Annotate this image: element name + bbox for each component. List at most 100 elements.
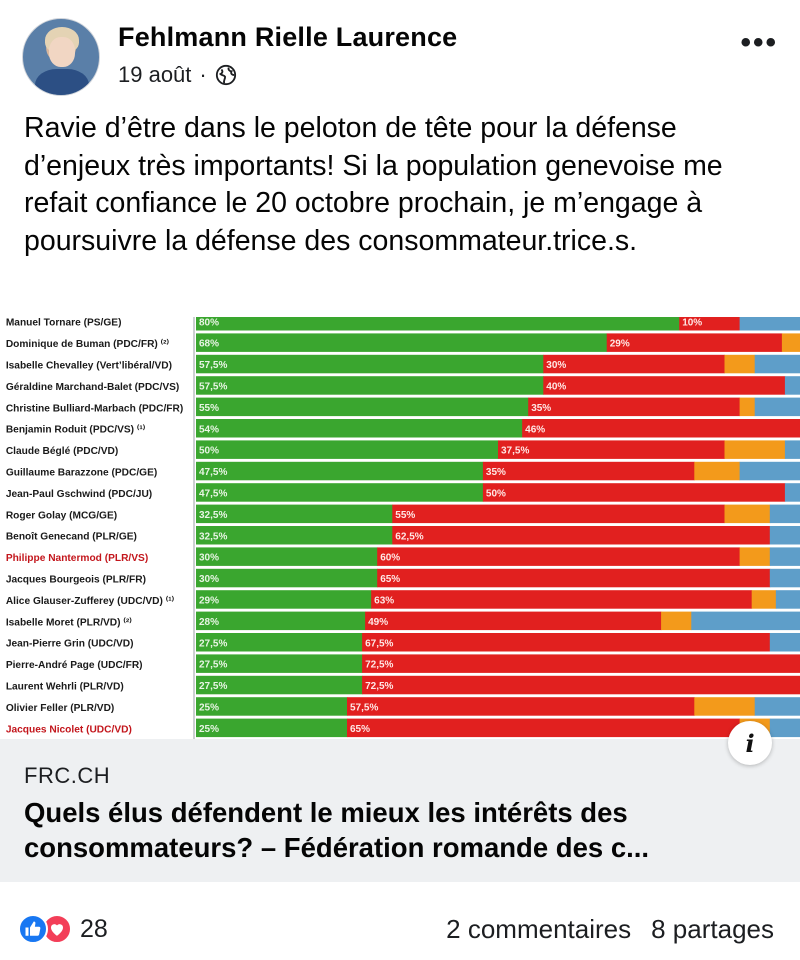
- chart-bar-segment: [769, 568, 800, 588]
- chart-bar-segment: [377, 568, 771, 588]
- chart-data-label: 65%: [380, 574, 400, 585]
- chart-bar-segment: [196, 483, 484, 502]
- link-preview-card[interactable]: Manuel Tornare (PS/GE) 80% 10% Dominique de…: [0, 317, 800, 882]
- chart-data-label: 35%: [486, 467, 506, 478]
- chart-bar-segment: [196, 397, 529, 417]
- chart-data-label: 80%: [199, 317, 219, 328]
- post-text: Ravie d’être dans le peloton de tête pou…: [24, 112, 723, 257]
- chart-data-label: 29%: [610, 339, 630, 350]
- chart-data-label: 72,5%: [365, 681, 393, 692]
- chart-bar-segment: [751, 590, 777, 609]
- like-reaction-icon: [18, 914, 48, 944]
- chart-row-name: Jean-Pierre Grin (UDC/VD): [6, 639, 134, 650]
- chart-bar-segment: [739, 547, 771, 566]
- chart-data-label: 27,5%: [199, 681, 227, 692]
- chart-data-label: 40%: [546, 381, 566, 392]
- stacked-bar-chart: Manuel Tornare (PS/GE) 80% 10% Dominique de…: [0, 317, 800, 739]
- more-dots-icon[interactable]: •••: [740, 26, 778, 59]
- chart-data-label: 54%: [199, 424, 219, 435]
- chart-data-label: 46%: [525, 424, 545, 435]
- chart-bar-segment: [694, 461, 741, 481]
- chart-bar-segment: [528, 397, 741, 417]
- chart-bar-segment: [775, 590, 800, 609]
- chart-row-name: Isabelle Moret (PLR/VD) ⁽²⁾: [6, 617, 132, 628]
- chart-bar-segment: [196, 547, 378, 566]
- chart-bar-segment: [362, 654, 800, 673]
- love-reaction-icon: [42, 914, 72, 944]
- shares-count[interactable]: 8 partages: [651, 914, 774, 944]
- chart-bar-segment: [784, 376, 800, 395]
- chart-bar-segment: [769, 547, 800, 566]
- avatar[interactable]: [22, 18, 100, 96]
- info-icon[interactable]: i: [728, 721, 772, 765]
- chart-bar-segment: [769, 526, 800, 545]
- chart-bar-segment: [347, 697, 695, 716]
- chart-row-name: Isabelle Chevalley (Vert’libéral/VD): [6, 360, 172, 371]
- chart-bar-segment: [724, 354, 756, 374]
- chart-bar-segment: [482, 483, 786, 502]
- chart-row-name: Jacques Bourgeois (PLR/FR): [6, 574, 146, 585]
- chart-bar-segment: [365, 611, 662, 631]
- chart-bar-segment: [196, 526, 393, 545]
- chart-bar-segment: [739, 461, 800, 481]
- chart-row-name: Benoît Genecand (PLR/GE): [6, 532, 137, 543]
- reaction-count[interactable]: 28: [80, 914, 108, 943]
- chart-row-name: Manuel Tornare (PS/GE): [6, 318, 122, 329]
- post-date[interactable]: 19 août: [118, 62, 192, 87]
- chart-data-label: 27,5%: [199, 638, 227, 649]
- chart-bar-segment: [691, 611, 800, 631]
- chart-row-name: Pierre-André Page (UDC/FR): [6, 660, 143, 671]
- chart-bar-segment: [724, 504, 771, 524]
- chart-bar-segment: [739, 317, 800, 331]
- chart-data-label: 30%: [546, 360, 566, 371]
- chart-bar-segment: [196, 633, 363, 652]
- chart-bar-segment: [196, 440, 499, 459]
- chart-bar-segment: [196, 697, 348, 716]
- chart-bar-segment: [196, 419, 523, 438]
- chart-data-label: 10%: [682, 317, 702, 328]
- chart-data-label: 32,5%: [199, 510, 227, 521]
- chart-row-name: Jean-Paul Gschwind (PDC/JU): [6, 489, 152, 500]
- chart-data-label: 49%: [368, 617, 388, 628]
- comments-count[interactable]: 2 commentaires: [446, 914, 632, 944]
- chart-bar-segment: [196, 376, 544, 395]
- chart-data-label: 65%: [350, 724, 370, 735]
- chart-bar-segment: [196, 654, 363, 673]
- chart-bar-segment: [543, 354, 725, 374]
- chart-data-label: 57,5%: [350, 702, 378, 713]
- chart-bar-segment: [661, 611, 692, 631]
- chart-bar-segment: [781, 333, 800, 352]
- reactions-summary[interactable]: 28: [18, 914, 108, 944]
- chart-bar-segment: [769, 633, 800, 652]
- chart-bar-segment: [754, 397, 800, 417]
- post-meta: 19 août ·: [118, 62, 237, 88]
- chart-data-label: 67,5%: [365, 638, 393, 649]
- chart-row-name: Benjamin Roduit (PDC/VS) ⁽¹⁾: [6, 424, 146, 436]
- chart-data-label: 60%: [380, 553, 400, 564]
- chart-data-label: 32,5%: [199, 531, 227, 542]
- link-title[interactable]: Quels élus défendent le mieux les intérê…: [24, 797, 650, 863]
- chart-bar-segment: [694, 697, 756, 716]
- chart-data-label: 37,5%: [501, 446, 529, 457]
- chart-data-label: 47,5%: [199, 488, 227, 499]
- chart-data-label: 63%: [374, 595, 394, 606]
- chart-bar-segment: [196, 317, 680, 331]
- chart-row-name: Claude Béglé (PDC/VD): [6, 446, 118, 457]
- chart-image[interactable]: Manuel Tornare (PS/GE) 80% 10% Dominique de…: [0, 317, 800, 739]
- chart-bar-segment: [196, 611, 366, 631]
- globe-icon: [215, 64, 236, 86]
- chart-data-label: 30%: [199, 574, 219, 585]
- chart-row-name: Olivier Feller (PLR/VD): [6, 703, 115, 714]
- chart-row-name: Philippe Nantermod (PLR/VS): [6, 553, 148, 564]
- avatar-face: [49, 37, 75, 67]
- chart-bar-segment: [377, 547, 741, 566]
- chart-data-label: 57,5%: [199, 381, 227, 392]
- meta-separator: ·: [199, 62, 207, 87]
- chart-data-label: 25%: [199, 724, 219, 735]
- chart-bar-segment: [371, 590, 753, 609]
- author-name[interactable]: Fehlmann Rielle Laurence: [118, 22, 458, 52]
- chart-bar-segment: [196, 718, 348, 738]
- chart-bar-segment: [196, 675, 363, 695]
- chart-data-label: 72,5%: [365, 660, 393, 671]
- engagement-stats: 2 commentaires 8 partages: [446, 914, 774, 945]
